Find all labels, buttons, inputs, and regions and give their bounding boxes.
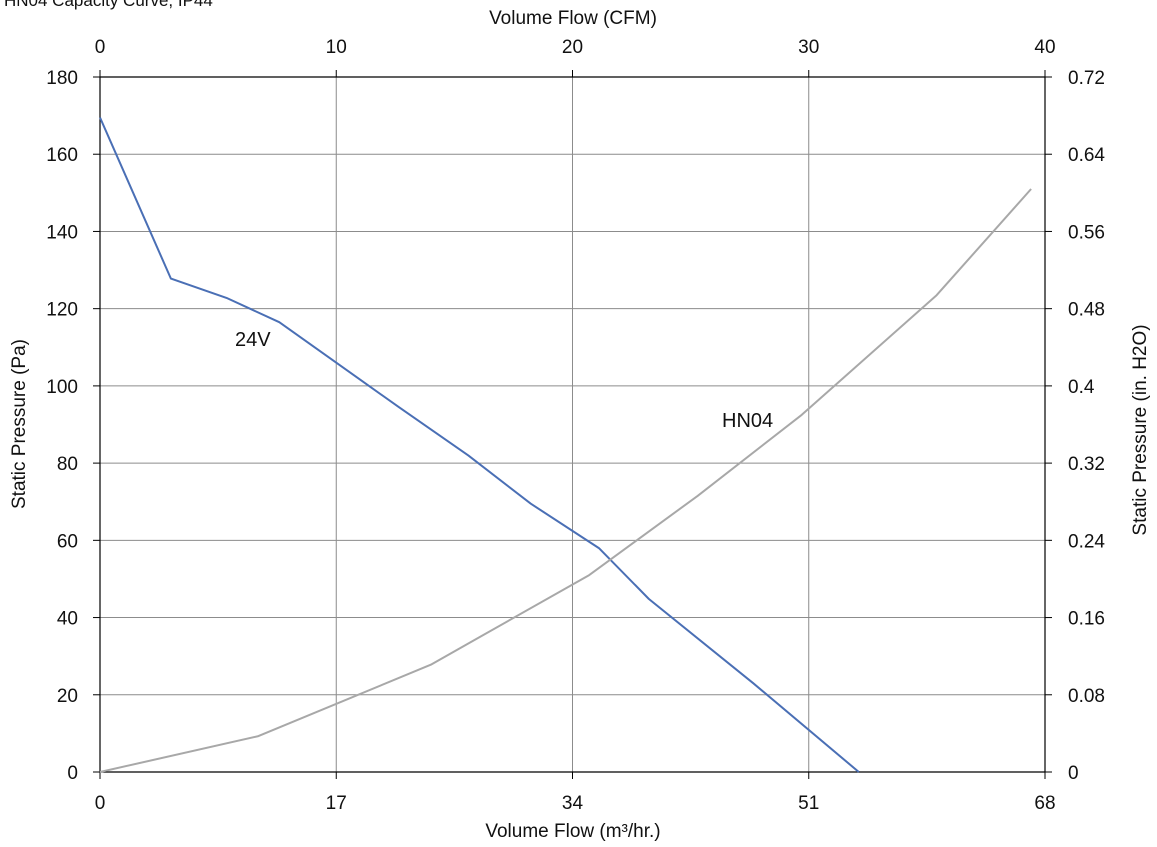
y-left-tick-label: 180 — [46, 68, 78, 89]
grid — [99, 76, 1046, 773]
y-right-tick-label: 0.56 — [1068, 222, 1105, 243]
x-bottom-tick-label: 34 — [562, 793, 584, 814]
y-left-tick-label: 60 — [57, 531, 78, 552]
x-bottom-tick-label: 17 — [326, 793, 347, 814]
series-line-24v — [99, 117, 860, 773]
y-right-tick-label: 0.24 — [1068, 531, 1105, 552]
series-lines — [99, 117, 1032, 773]
series-line-hn04 — [99, 188, 1032, 773]
y-right-tick-label: 0.16 — [1068, 609, 1105, 630]
y-right-tick-label: 0.4 — [1068, 377, 1095, 398]
y-left-tick-label: 40 — [57, 609, 78, 630]
series-label-24v: 24V — [235, 329, 271, 351]
y-left-tick-label: 120 — [46, 300, 78, 321]
y-left-tick-label: 160 — [46, 145, 78, 166]
x-top-tick-label: 0 — [95, 37, 106, 58]
x-axis-title-top: Volume Flow (CFM) — [489, 8, 657, 29]
y-left-tick-label: 20 — [57, 686, 78, 707]
y-axis-title-left: Static Pressure (Pa) — [9, 339, 30, 509]
chart-title: HN04 Capacity Curve, IP44 — [4, 0, 213, 10]
x-top-tick-label: 40 — [1034, 37, 1055, 58]
y-left-tick-label: 140 — [46, 222, 78, 243]
axes — [93, 70, 1052, 779]
x-axis-title-bottom: Volume Flow (m³/hr.) — [485, 821, 660, 842]
x-top-tick-label: 20 — [562, 37, 583, 58]
y-axis-title-right: Static Pressure (in. H2O) — [1130, 324, 1151, 535]
y-left-tick-label: 100 — [46, 377, 78, 398]
x-bottom-tick-label: 68 — [1034, 793, 1055, 814]
y-left-tick-label: 0 — [67, 763, 78, 784]
y-right-tick-label: 0.64 — [1068, 145, 1105, 166]
y-right-tick-label: 0.08 — [1068, 686, 1105, 707]
y-right-tick-label: 0.32 — [1068, 454, 1105, 475]
x-bottom-tick-label: 0 — [95, 793, 106, 814]
x-top-tick-label: 10 — [326, 37, 347, 58]
y-right-tick-label: 0.48 — [1068, 300, 1105, 321]
y-left-tick-label: 80 — [57, 454, 78, 475]
series-label-hn04: HN04 — [722, 410, 773, 432]
y-right-tick-label: 0.72 — [1068, 68, 1105, 89]
x-bottom-tick-label: 51 — [798, 793, 819, 814]
y-right-tick-label: 0 — [1068, 763, 1079, 784]
x-top-tick-label: 30 — [798, 37, 819, 58]
